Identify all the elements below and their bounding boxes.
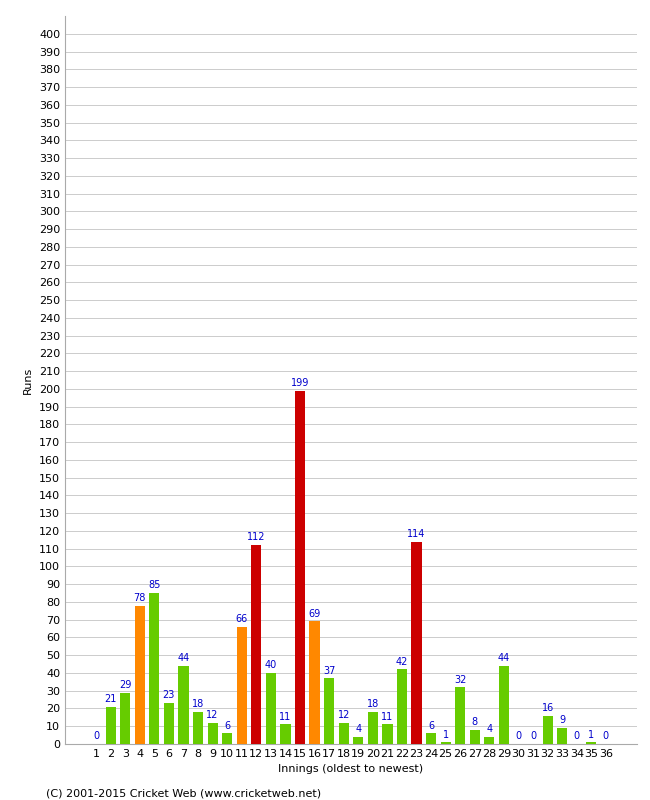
Text: 29: 29 bbox=[119, 680, 131, 690]
Text: 18: 18 bbox=[367, 699, 379, 710]
Text: 42: 42 bbox=[396, 657, 408, 666]
Bar bbox=[150, 593, 159, 744]
Text: 4: 4 bbox=[355, 724, 361, 734]
Text: 21: 21 bbox=[105, 694, 117, 704]
Bar bbox=[557, 728, 567, 744]
Bar bbox=[543, 715, 552, 744]
Text: 11: 11 bbox=[382, 712, 393, 722]
Text: 8: 8 bbox=[472, 717, 478, 727]
Text: 12: 12 bbox=[207, 710, 219, 720]
Bar bbox=[178, 666, 188, 744]
Bar bbox=[470, 730, 480, 744]
Bar bbox=[368, 712, 378, 744]
Bar bbox=[455, 687, 465, 744]
Bar bbox=[135, 606, 145, 744]
Text: 1: 1 bbox=[588, 730, 594, 739]
Bar bbox=[397, 670, 407, 744]
Bar bbox=[484, 737, 495, 744]
Text: 0: 0 bbox=[574, 731, 580, 742]
Text: 199: 199 bbox=[291, 378, 309, 388]
Text: 6: 6 bbox=[428, 721, 434, 730]
Text: 69: 69 bbox=[309, 609, 320, 619]
Bar bbox=[222, 734, 232, 744]
Bar bbox=[441, 742, 451, 744]
Bar bbox=[353, 737, 363, 744]
Bar bbox=[105, 706, 116, 744]
Text: 9: 9 bbox=[559, 715, 566, 726]
Text: 114: 114 bbox=[408, 529, 426, 539]
Bar bbox=[237, 627, 247, 744]
Bar bbox=[382, 725, 393, 744]
Text: 78: 78 bbox=[134, 593, 146, 603]
Text: 0: 0 bbox=[515, 731, 521, 742]
Text: 44: 44 bbox=[177, 654, 190, 663]
Bar bbox=[251, 545, 261, 744]
Text: 85: 85 bbox=[148, 581, 161, 590]
Text: 11: 11 bbox=[280, 712, 292, 722]
Bar bbox=[120, 693, 131, 744]
Text: 12: 12 bbox=[337, 710, 350, 720]
Bar bbox=[586, 742, 597, 744]
Text: 6: 6 bbox=[224, 721, 230, 730]
Text: 112: 112 bbox=[247, 533, 266, 542]
Bar bbox=[426, 734, 436, 744]
Text: 18: 18 bbox=[192, 699, 204, 710]
Bar bbox=[280, 725, 291, 744]
Text: 0: 0 bbox=[93, 731, 99, 742]
Bar bbox=[411, 542, 422, 744]
Text: 37: 37 bbox=[323, 666, 335, 676]
Text: 0: 0 bbox=[603, 731, 609, 742]
Bar bbox=[499, 666, 509, 744]
Text: 0: 0 bbox=[530, 731, 536, 742]
Bar bbox=[339, 722, 349, 744]
Text: 40: 40 bbox=[265, 660, 277, 670]
Y-axis label: Runs: Runs bbox=[23, 366, 33, 394]
Text: 44: 44 bbox=[498, 654, 510, 663]
Bar bbox=[207, 722, 218, 744]
Text: 66: 66 bbox=[236, 614, 248, 624]
Text: 4: 4 bbox=[486, 724, 493, 734]
Bar bbox=[324, 678, 334, 744]
Text: (C) 2001-2015 Cricket Web (www.cricketweb.net): (C) 2001-2015 Cricket Web (www.cricketwe… bbox=[46, 788, 320, 798]
X-axis label: Innings (oldest to newest): Innings (oldest to newest) bbox=[278, 765, 424, 774]
Bar bbox=[193, 712, 203, 744]
Text: 16: 16 bbox=[541, 703, 554, 713]
Bar bbox=[295, 390, 305, 744]
Text: 1: 1 bbox=[443, 730, 448, 739]
Bar bbox=[164, 703, 174, 744]
Bar bbox=[309, 622, 320, 744]
Text: 32: 32 bbox=[454, 674, 467, 685]
Text: 23: 23 bbox=[162, 690, 175, 701]
Bar bbox=[266, 673, 276, 744]
